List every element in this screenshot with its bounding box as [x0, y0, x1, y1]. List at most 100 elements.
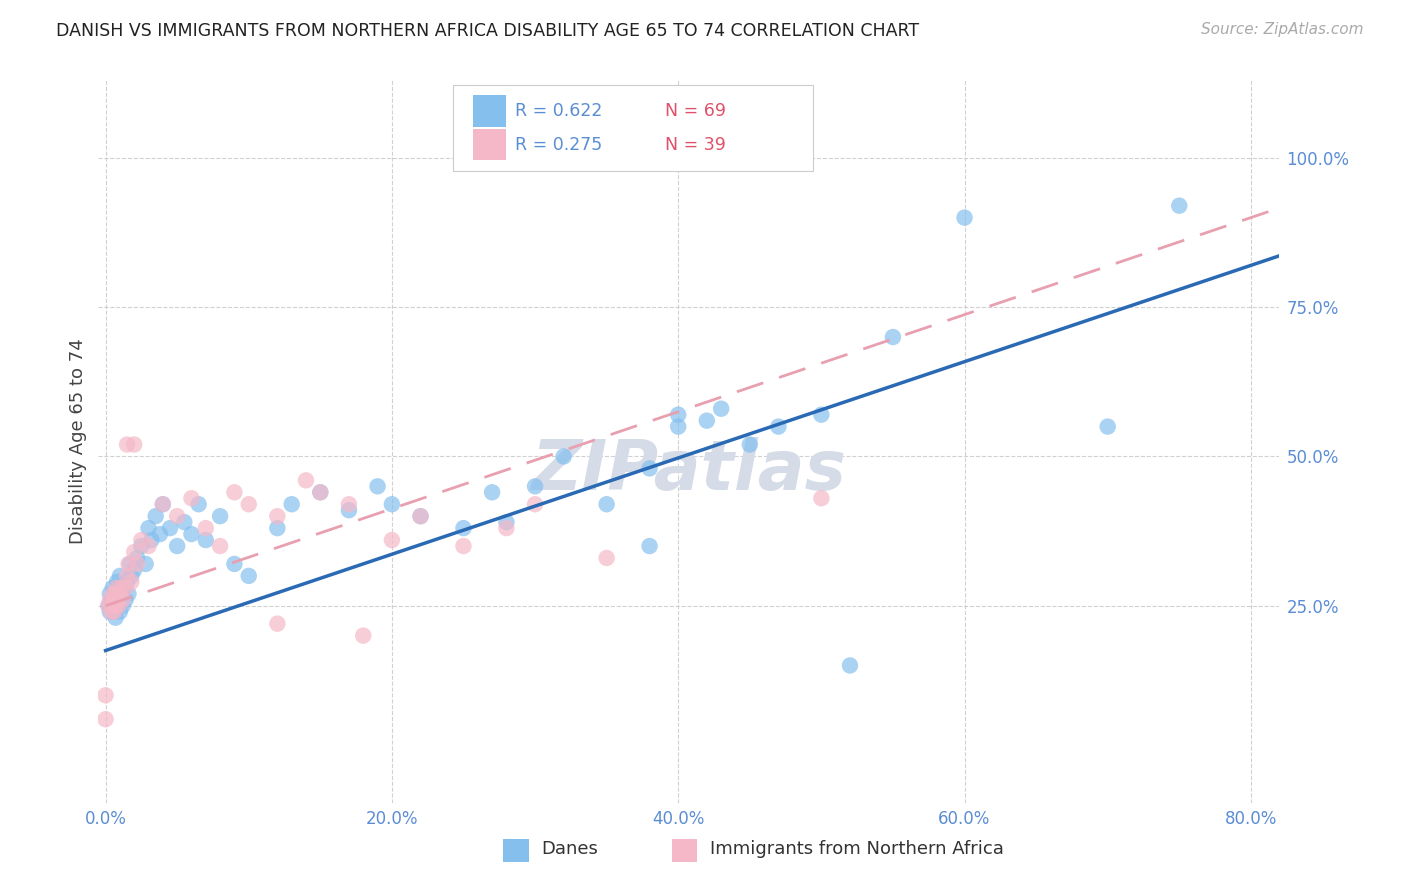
- Point: [105, 581, 128, 595]
- Point: [166, 509, 188, 524]
- Point: [238, 569, 260, 583]
- Point: [224, 557, 246, 571]
- Point: [295, 474, 318, 488]
- Point: [194, 521, 217, 535]
- Point: [108, 569, 131, 583]
- Point: [97, 599, 120, 613]
- Point: [111, 592, 134, 607]
- Point: [453, 539, 475, 553]
- Point: [266, 616, 288, 631]
- Point: [409, 509, 432, 524]
- Point: [104, 587, 127, 601]
- FancyBboxPatch shape: [453, 86, 813, 170]
- Point: [810, 408, 832, 422]
- Text: DANISH VS IMMIGRANTS FROM NORTHERN AFRICA DISABILITY AGE 65 TO 74 CORRELATION CH: DANISH VS IMMIGRANTS FROM NORTHERN AFRIC…: [56, 22, 920, 40]
- Point: [409, 509, 432, 524]
- Point: [810, 491, 832, 506]
- Point: [768, 419, 790, 434]
- Point: [524, 497, 547, 511]
- Point: [105, 592, 128, 607]
- Point: [882, 330, 904, 344]
- Point: [638, 461, 661, 475]
- Point: [180, 491, 202, 506]
- Point: [112, 581, 135, 595]
- Point: [166, 539, 188, 553]
- Point: [495, 515, 517, 529]
- Point: [145, 509, 167, 524]
- Point: [115, 437, 138, 451]
- Text: Danes: Danes: [541, 840, 598, 858]
- Point: [103, 605, 125, 619]
- Point: [108, 605, 131, 619]
- Bar: [672, 839, 697, 862]
- Point: [114, 592, 136, 607]
- Point: [118, 557, 141, 571]
- Point: [107, 592, 129, 607]
- Point: [104, 599, 127, 613]
- Text: R = 0.275: R = 0.275: [516, 136, 603, 153]
- Text: Source: ZipAtlas.com: Source: ZipAtlas.com: [1201, 22, 1364, 37]
- Point: [209, 539, 232, 553]
- Point: [337, 497, 360, 511]
- Point: [115, 569, 138, 583]
- Point: [111, 599, 134, 613]
- Text: N = 39: N = 39: [665, 136, 725, 153]
- Point: [122, 437, 145, 451]
- Point: [266, 521, 288, 535]
- Point: [696, 414, 718, 428]
- Point: [152, 497, 174, 511]
- Text: ZIPatlas: ZIPatlas: [531, 437, 846, 504]
- Point: [103, 592, 125, 607]
- Text: Immigrants from Northern Africa: Immigrants from Northern Africa: [710, 840, 1004, 858]
- Point: [553, 450, 575, 464]
- Point: [107, 599, 129, 613]
- Point: [122, 545, 145, 559]
- Point: [117, 587, 139, 601]
- Point: [309, 485, 332, 500]
- Point: [138, 539, 160, 553]
- Point: [125, 557, 148, 571]
- Point: [122, 563, 145, 577]
- Point: [97, 599, 120, 613]
- Point: [152, 497, 174, 511]
- Point: [238, 497, 260, 511]
- Point: [98, 592, 121, 607]
- Bar: [503, 839, 529, 862]
- Point: [352, 629, 374, 643]
- Point: [194, 533, 217, 547]
- Point: [114, 581, 136, 595]
- Point: [595, 497, 617, 511]
- Point: [135, 557, 157, 571]
- Point: [180, 527, 202, 541]
- Point: [309, 485, 332, 500]
- Point: [738, 437, 761, 451]
- Point: [101, 599, 124, 613]
- Point: [381, 497, 404, 511]
- Point: [117, 557, 139, 571]
- Point: [104, 587, 127, 601]
- Text: N = 69: N = 69: [665, 102, 727, 120]
- Point: [1168, 199, 1191, 213]
- FancyBboxPatch shape: [472, 128, 506, 160]
- Point: [159, 521, 181, 535]
- Y-axis label: Disability Age 65 to 74: Disability Age 65 to 74: [69, 339, 87, 544]
- Point: [453, 521, 475, 535]
- Point: [1097, 419, 1119, 434]
- Point: [131, 533, 153, 547]
- Point: [149, 527, 172, 541]
- Point: [110, 581, 132, 595]
- Text: R = 0.622: R = 0.622: [516, 102, 603, 120]
- FancyBboxPatch shape: [472, 95, 506, 127]
- Point: [105, 599, 128, 613]
- Point: [595, 551, 617, 566]
- Point: [103, 605, 125, 619]
- Point: [101, 599, 124, 613]
- Point: [104, 610, 127, 624]
- Point: [280, 497, 302, 511]
- Point: [138, 521, 160, 535]
- Point: [98, 605, 121, 619]
- Point: [638, 539, 661, 553]
- Point: [108, 587, 131, 601]
- Point: [103, 592, 125, 607]
- Point: [120, 574, 142, 589]
